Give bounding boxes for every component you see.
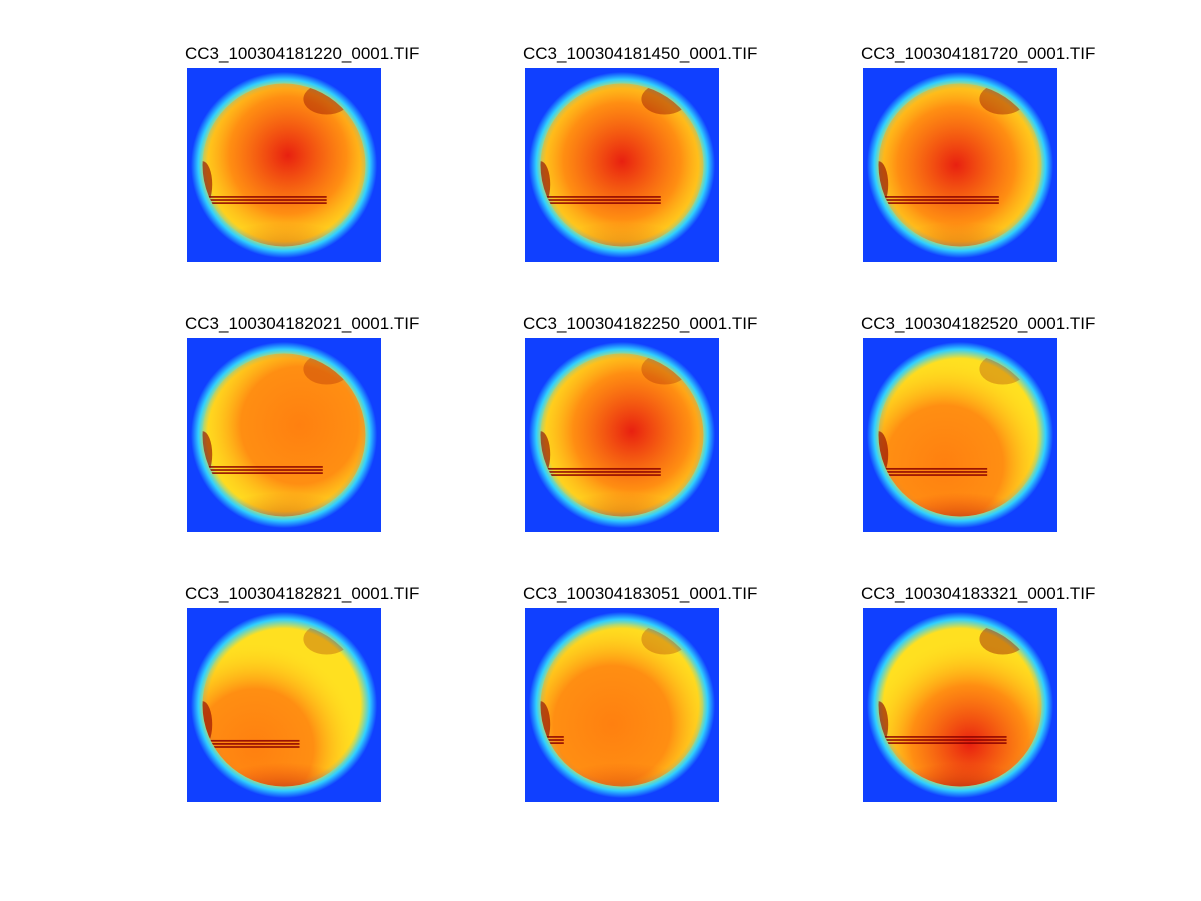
image-panel: CC3_100304181720_0001.TIF xyxy=(861,44,1131,269)
image-panel: CC3_100304182520_0001.TIF xyxy=(861,314,1131,539)
panel-title: CC3_100304182021_0001.TIF xyxy=(185,314,420,333)
image-panel: CC3_100304182021_0001.TIF xyxy=(185,314,455,539)
panel-title: CC3_100304182250_0001.TIF xyxy=(523,314,758,333)
image-panel: CC3_100304183051_0001.TIF xyxy=(523,584,793,809)
streak-line xyxy=(540,739,564,741)
sky-image xyxy=(187,68,381,262)
streak-line xyxy=(878,742,1007,744)
streak-line xyxy=(878,474,988,476)
streak-line xyxy=(540,199,661,201)
sky-image xyxy=(863,68,1057,262)
streak-line xyxy=(878,471,988,473)
streak-line xyxy=(540,736,564,738)
streak-line xyxy=(878,196,999,198)
streak-line xyxy=(540,196,661,198)
streak-line xyxy=(202,743,300,745)
streak-line xyxy=(202,199,327,201)
streak-line xyxy=(540,474,661,476)
sky-image xyxy=(187,338,381,532)
sky-image xyxy=(525,608,719,802)
streak-line xyxy=(202,472,323,474)
panel-title: CC3_100304183321_0001.TIF xyxy=(861,584,1096,603)
image-panel: CC3_100304183321_0001.TIF xyxy=(861,584,1131,809)
streak-line xyxy=(540,471,661,473)
sky-image xyxy=(525,68,719,262)
streak-line xyxy=(202,739,300,742)
sky-image xyxy=(863,608,1057,802)
image-panel: CC3_100304181220_0001.TIF xyxy=(185,44,455,269)
panel-title: CC3_100304182821_0001.TIF xyxy=(185,584,420,603)
streak-line xyxy=(540,467,661,470)
streak-line xyxy=(878,199,999,201)
image-panel: CC3_100304181450_0001.TIF xyxy=(523,44,793,269)
panel-title: CC3_100304181720_0001.TIF xyxy=(861,44,1096,63)
panel-title: CC3_100304183051_0001.TIF xyxy=(523,584,758,603)
streak-line xyxy=(202,202,327,204)
streak-line xyxy=(202,469,323,471)
sky-image xyxy=(525,338,719,532)
streak-line xyxy=(878,739,1007,741)
sky-image xyxy=(863,338,1057,532)
panel-title: CC3_100304182520_0001.TIF xyxy=(861,314,1096,333)
image-panel: CC3_100304182250_0001.TIF xyxy=(523,314,793,539)
panel-title: CC3_100304181450_0001.TIF xyxy=(523,44,758,63)
streak-line xyxy=(878,736,1007,738)
sky-content xyxy=(878,353,1042,517)
image-panel: CC3_100304182821_0001.TIF xyxy=(185,584,455,809)
streak-line xyxy=(202,466,323,468)
sky-image xyxy=(187,608,381,802)
streak-line xyxy=(202,746,300,748)
streak-line xyxy=(878,467,988,470)
panel-title: CC3_100304181220_0001.TIF xyxy=(185,44,420,63)
streak-line xyxy=(202,196,327,198)
streak-line xyxy=(878,202,999,204)
streak-line xyxy=(540,202,661,204)
streak-line xyxy=(540,742,564,744)
